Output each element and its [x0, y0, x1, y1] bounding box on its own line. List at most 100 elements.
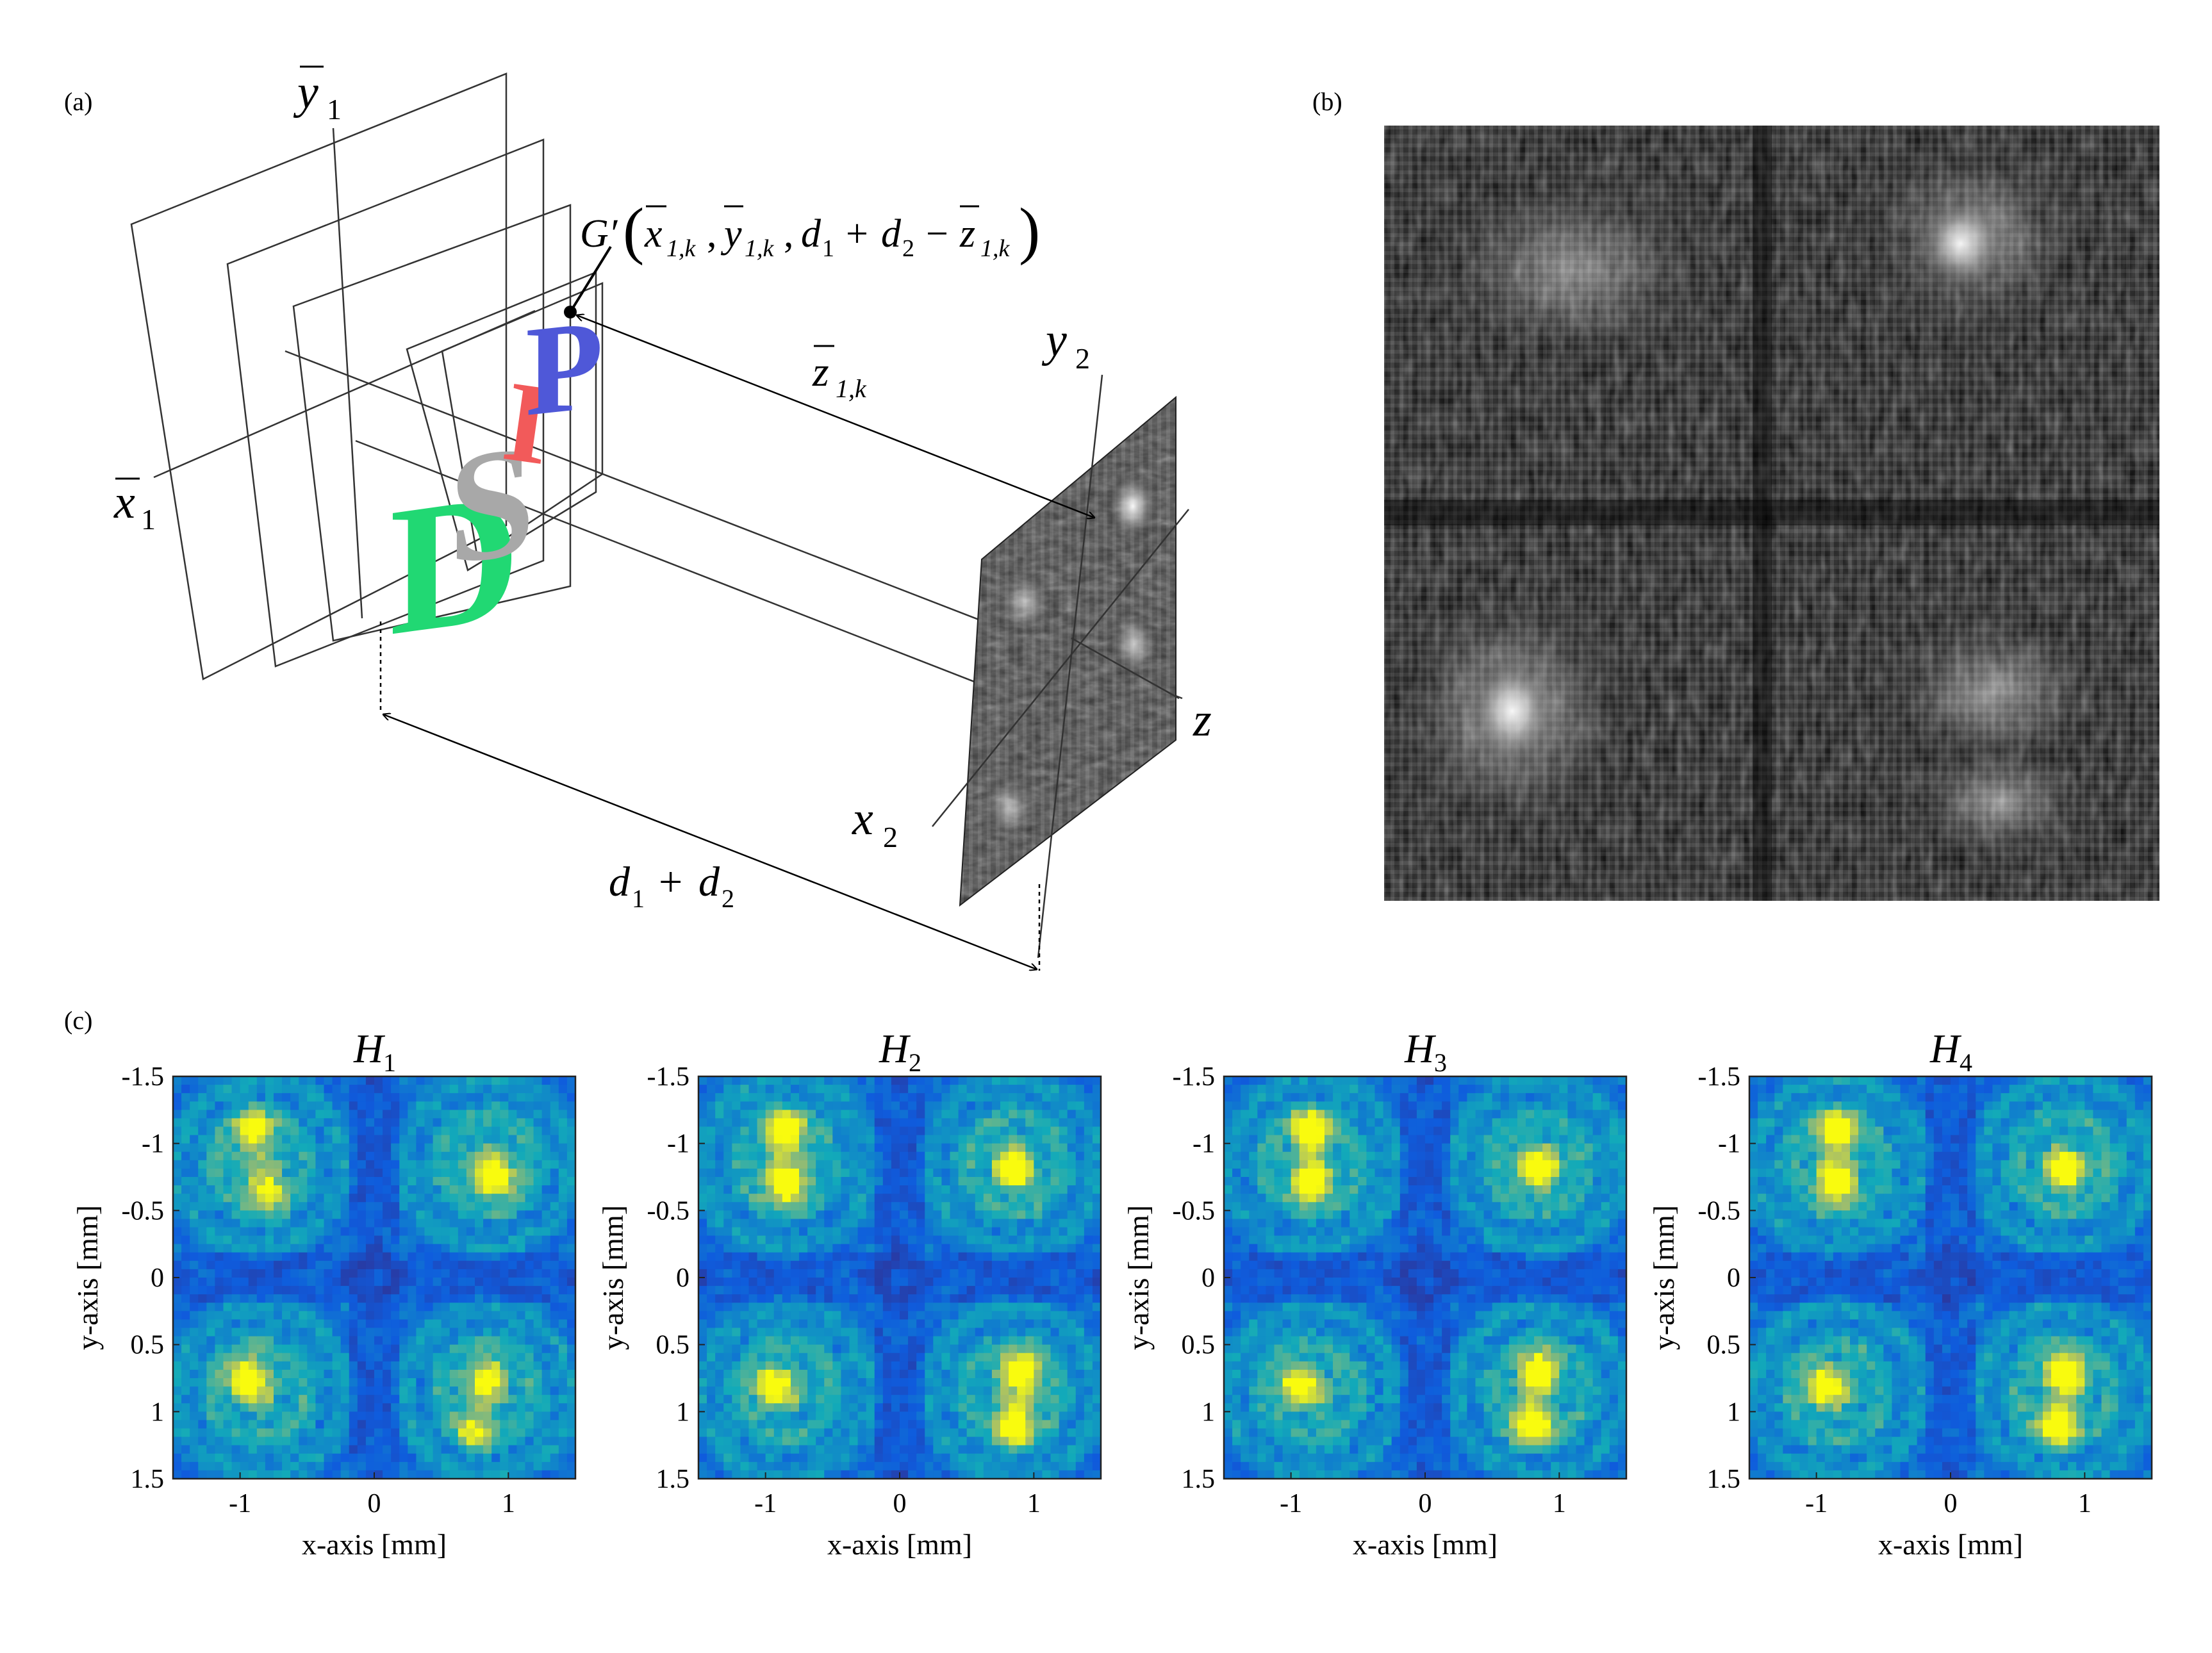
hologram-plane [959, 395, 1176, 907]
g-y-subscript: 1,k [745, 235, 775, 262]
g-d2-subscript: 2 [902, 235, 914, 262]
distance-symbol: z [812, 349, 829, 395]
heatmap-title-subscript: 2 [909, 1048, 921, 1077]
y2-symbol: y [1041, 314, 1067, 366]
g-sep1: , [707, 212, 717, 256]
g-d1-symbol: d [801, 212, 821, 256]
y-tick-label: 1 [151, 1397, 164, 1427]
heatmap-4: H 4 -1 0 1 -1.5 -1 -0.5 0 0.5 1 1.5 x-axis [mm] y-axi… [1647, 1026, 2153, 1561]
heatmap-2: H 2 -1 0 1 -1.5 -1 -0.5 0 0.5 1 1.5 x-axis [mm] y-axi… [597, 1026, 1102, 1561]
x-tick-label: 1 [1027, 1489, 1041, 1518]
x-axis-label: x-axis [mm] [1878, 1528, 2023, 1561]
x-tick-label: -1 [229, 1489, 251, 1518]
g-d2-symbol: d [881, 212, 902, 256]
dsum-d2: d [698, 859, 720, 905]
y-axis-label: y-axis [mm] [71, 1205, 104, 1350]
g-minus: − [926, 212, 948, 256]
x-tick-label: 1 [1553, 1489, 1566, 1518]
x-tick-label: -1 [1280, 1489, 1302, 1518]
x2-subscript: 2 [883, 821, 898, 853]
heatmap-1: H 1-1 0 1-1.5-1-0.500.511.5x-axis [mm]y-axi… [71, 1026, 577, 1561]
y1-subscript: 1 [327, 93, 342, 126]
x-tick-label: -1 [1805, 1489, 1828, 1518]
plane-3 [292, 204, 572, 642]
g-plus: + [846, 212, 868, 256]
y-tick-label: -0.5 [122, 1196, 165, 1226]
distance-label: z 1,k [812, 345, 867, 403]
heatmap-title-subscript: 4 [1960, 1048, 1972, 1077]
g-z-symbol: z [959, 212, 975, 256]
y2-subscript: 2 [1075, 342, 1090, 375]
d-sum-arrow [383, 714, 1037, 969]
x1-axis-line [153, 309, 536, 479]
y1-symbol: y [293, 66, 318, 119]
y-tick-label: -0.5 [1173, 1196, 1216, 1226]
heatmap-cells [1224, 1076, 1627, 1479]
letter-d: D [390, 452, 520, 674]
y-tick-label: 1 [1727, 1397, 1740, 1427]
y-tick-label: 0 [1727, 1263, 1740, 1293]
distance-subscript: 1,k [836, 374, 867, 403]
dsum-plus: + [659, 859, 682, 905]
y-tick-label: -1.5 [1698, 1062, 1741, 1092]
y-tick-label: 0 [676, 1263, 689, 1293]
y-tick-label: 0 [1201, 1263, 1215, 1293]
y-tick-label: 0 [151, 1263, 164, 1293]
heatmap-3: H 3 -1 0 1 -1.5 -1 -0.5 0 0.5 1 1.5 x-axis [mm] y-axi… [1122, 1026, 1628, 1561]
axis-label-z: z [1193, 694, 1212, 746]
y-tick-label: 0.5 [1182, 1331, 1216, 1360]
y-tick-label: 1.5 [656, 1465, 690, 1494]
y-tick-label: 1 [676, 1397, 689, 1427]
x-tick-label: 1 [2078, 1489, 2092, 1518]
dsum-sub2: 2 [722, 884, 734, 913]
y-tick-label: 0.5 [131, 1331, 165, 1360]
panel-label-c: (c) [64, 1006, 92, 1035]
x-tick-label: 0 [1419, 1489, 1432, 1518]
x1-subscript: 1 [141, 503, 156, 536]
y-tick-label: -0.5 [1698, 1196, 1741, 1226]
heatmap-title-subscript: 3 [1434, 1048, 1447, 1077]
heatmap-title-symbol: H [879, 1026, 911, 1071]
z-axis-line [1071, 637, 1180, 700]
axis-label-x1: x 1 [113, 476, 156, 536]
x-tick-label: 0 [1944, 1489, 1958, 1518]
heatmap-cells [173, 1076, 576, 1479]
y-tick-label: 1.5 [131, 1465, 165, 1494]
y-tick-label: 1.5 [1707, 1465, 1741, 1494]
x-tick-label: 0 [893, 1489, 907, 1518]
g-d1-subscript: 1 [822, 235, 834, 262]
x1-symbol: x [113, 476, 135, 529]
x-axis-label: x-axis [mm] [1353, 1528, 1498, 1561]
axis-label-y1: y 1 [293, 65, 342, 126]
y-tick-label: 0.5 [1707, 1331, 1741, 1360]
y1-axis-line [332, 127, 363, 619]
g-close-paren: ) [1019, 195, 1040, 266]
y-tick-label: 1 [1201, 1397, 1215, 1427]
heatmap-title-symbol: H [1929, 1026, 1962, 1071]
heatmap-cells [698, 1076, 1102, 1479]
g-open-paren: ( [623, 195, 644, 266]
g-sep2: , [784, 212, 794, 256]
heatmap-cells [1749, 1076, 2152, 1479]
plane-2 [226, 138, 545, 668]
y-tick-label: -0.5 [647, 1196, 690, 1226]
g-x-subscript: 1,k [666, 235, 697, 262]
plane-1 [130, 72, 508, 680]
x-axis-label: x-axis [mm] [302, 1528, 447, 1561]
x-tick-label: -1 [754, 1489, 777, 1518]
y-tick-label: 0.5 [656, 1331, 690, 1360]
axis-label-y2: y 2 [1041, 314, 1090, 375]
object-letters: D S I P [390, 293, 604, 675]
g-prime-leader [569, 245, 612, 313]
dsum-sub1: 1 [632, 884, 645, 913]
panel-label-a: (a) [64, 87, 92, 116]
x-tick-label: 0 [368, 1489, 381, 1518]
g-x-symbol: x [644, 212, 663, 256]
y-axis-label: y-axis [mm] [597, 1205, 629, 1350]
y-tick-label: -1.5 [647, 1062, 690, 1092]
panel-label-b: (b) [1312, 87, 1342, 116]
y-axis-label: y-axis [mm] [1647, 1205, 1680, 1350]
letter-s: S [449, 411, 535, 598]
x-axis-label: x-axis [mm] [827, 1528, 972, 1561]
